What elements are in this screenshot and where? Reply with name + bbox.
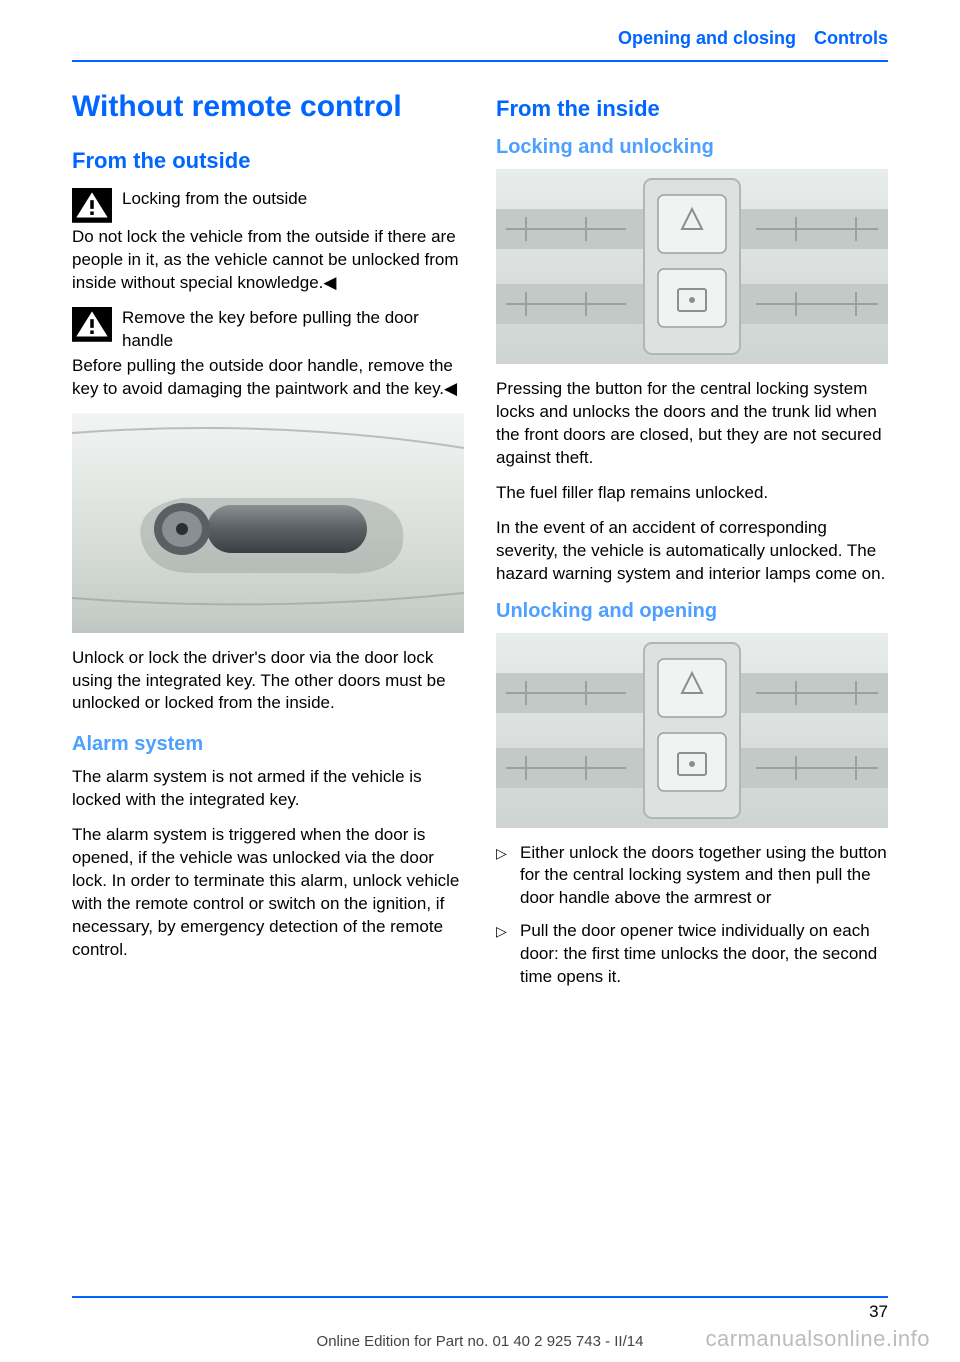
heading-from-outside: From the outside	[72, 148, 464, 174]
warning-2-title: Remove the key before pulling the door h…	[122, 307, 464, 353]
header-divider	[72, 60, 888, 62]
header-chapter: Controls	[814, 28, 888, 49]
footer-divider	[72, 1296, 888, 1298]
content-area: Without remote control From the outside …	[72, 90, 888, 999]
left-column: Without remote control From the outside …	[72, 90, 464, 999]
heading-unlocking-opening: Unlocking and opening	[496, 600, 888, 623]
heading-without-remote: Without remote control	[72, 90, 464, 124]
figure-central-lock-2	[496, 633, 888, 828]
paragraph-after-door-figure: Unlock or lock the driver's door via the…	[72, 647, 464, 716]
bullet-item-2: ▷ Pull the door opener twice individuall…	[496, 920, 888, 989]
header-section: Opening and closing	[618, 28, 796, 49]
alarm-paragraph-1: The alarm system is not armed if the veh…	[72, 766, 464, 812]
warning-block-2: Remove the key before pulling the door h…	[72, 307, 464, 353]
bullet-marker-icon: ▷	[496, 920, 520, 941]
warning-1-body: Do not lock the vehicle from the outside…	[72, 226, 464, 295]
page-header: Opening and closing Controls	[618, 28, 888, 49]
warning-1-title: Locking from the outside	[122, 188, 307, 211]
warning-icon	[72, 188, 112, 224]
paragraph-central-lock: Pressing the button for the central lock…	[496, 378, 888, 470]
page-number: 37	[869, 1302, 888, 1322]
heading-alarm-system: Alarm system	[72, 733, 464, 756]
figure-door-handle	[72, 413, 464, 633]
heading-from-inside: From the inside	[496, 96, 888, 122]
watermark: carmanualsonline.info	[705, 1326, 930, 1352]
alarm-paragraph-2: The alarm system is triggered when the d…	[72, 824, 464, 962]
paragraph-fuel-flap: The fuel filler flap remains unlocked.	[496, 482, 888, 505]
warning-2-body: Before pulling the outside door handle, …	[72, 355, 464, 401]
heading-locking-unlocking: Locking and unlocking	[496, 136, 888, 159]
figure-central-lock-1	[496, 169, 888, 364]
paragraph-accident: In the event of an accident of correspon…	[496, 517, 888, 586]
bullet-2-text: Pull the door opener twice individually …	[520, 920, 888, 989]
right-column: From the inside Locking and unlocking	[496, 90, 888, 999]
warning-icon	[72, 307, 112, 343]
warning-block-1: Locking from the outside	[72, 188, 464, 224]
warning-1-lead: Locking from the outside	[122, 188, 307, 211]
bullet-marker-icon: ▷	[496, 842, 520, 863]
bullet-item-1: ▷ Either unlock the doors together using…	[496, 842, 888, 911]
bullet-1-text: Either unlock the doors together using t…	[520, 842, 888, 911]
